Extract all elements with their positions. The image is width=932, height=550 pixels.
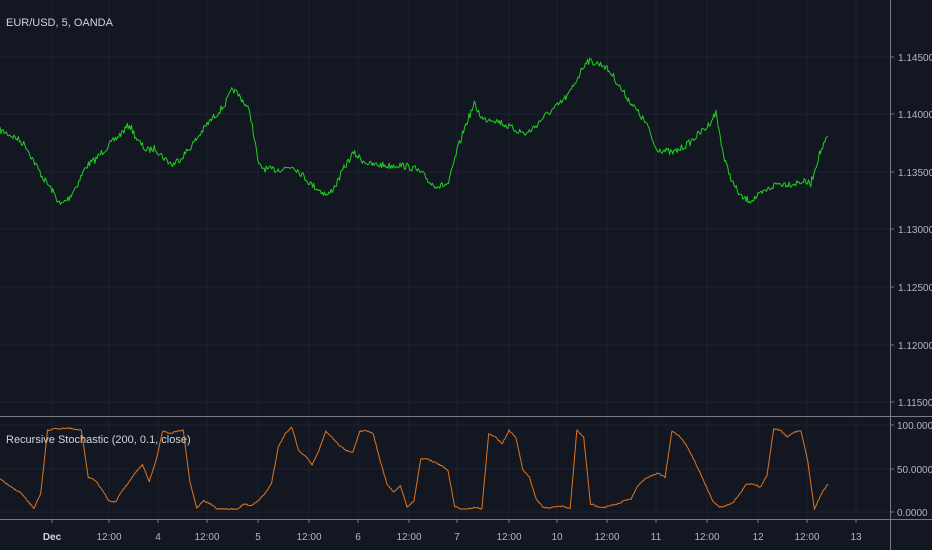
indicator-pane[interactable]: [0, 426, 829, 511]
price-y-axis[interactable]: 1.14500 1.14000 1.13500 1.13000 1.12500 1.120…: [890, 53, 932, 409]
time-tick-label: 12:00: [296, 532, 321, 543]
time-tick-label: 11: [651, 532, 662, 543]
stochastic-series-line: [0, 426, 829, 511]
indicator-title[interactable]: Recursive Stochastic (200, 0.1, close): [6, 434, 191, 446]
time-tick-label: 12:00: [594, 532, 619, 543]
time-x-axis[interactable]: Dec 12:00 4 12:00 5 12:00 6 12:00 7 12:00 10 12:00 1…: [43, 519, 862, 543]
time-tick-label: 12:00: [694, 532, 719, 543]
time-tick-label: 5: [255, 532, 261, 543]
time-tick-label: 12:00: [794, 532, 819, 543]
indicator-tick-label: 100.0000: [897, 421, 932, 432]
price-tick-label: 1.12000: [898, 341, 932, 352]
price-tick-label: 1.14500: [898, 53, 932, 64]
time-tick-label: 6: [355, 532, 361, 543]
time-tick-label: 12:00: [96, 532, 121, 543]
price-tick-label: 1.12500: [898, 283, 932, 294]
price-tick-label: 1.13000: [898, 225, 932, 236]
indicator-y-axis[interactable]: 100.0000 50.0000 0.0000: [890, 421, 932, 519]
time-tick-label: 4: [155, 532, 161, 543]
time-tick-label: 12:00: [396, 532, 421, 543]
time-tick-label: 12:00: [496, 532, 521, 543]
indicator-tick-label: 0.0000: [897, 508, 928, 519]
price-pane[interactable]: [0, 57, 829, 205]
time-tick-label: 12: [752, 532, 764, 543]
grid-lines: [0, 0, 890, 518]
symbol-title[interactable]: EUR/USD, 5, OANDA: [6, 17, 114, 29]
time-tick-label: 13: [850, 532, 862, 543]
time-tick-label: 10: [551, 532, 563, 543]
time-tick-label: Dec: [43, 532, 62, 543]
price-tick-label: 1.13500: [898, 168, 932, 179]
time-tick-label: 7: [454, 532, 460, 543]
price-series-line: [0, 57, 829, 205]
indicator-tick-label: 50.0000: [897, 465, 932, 476]
price-tick-label: 1.11500: [898, 398, 932, 409]
price-tick-label: 1.14000: [898, 110, 932, 121]
time-tick-label: 12:00: [194, 532, 219, 543]
